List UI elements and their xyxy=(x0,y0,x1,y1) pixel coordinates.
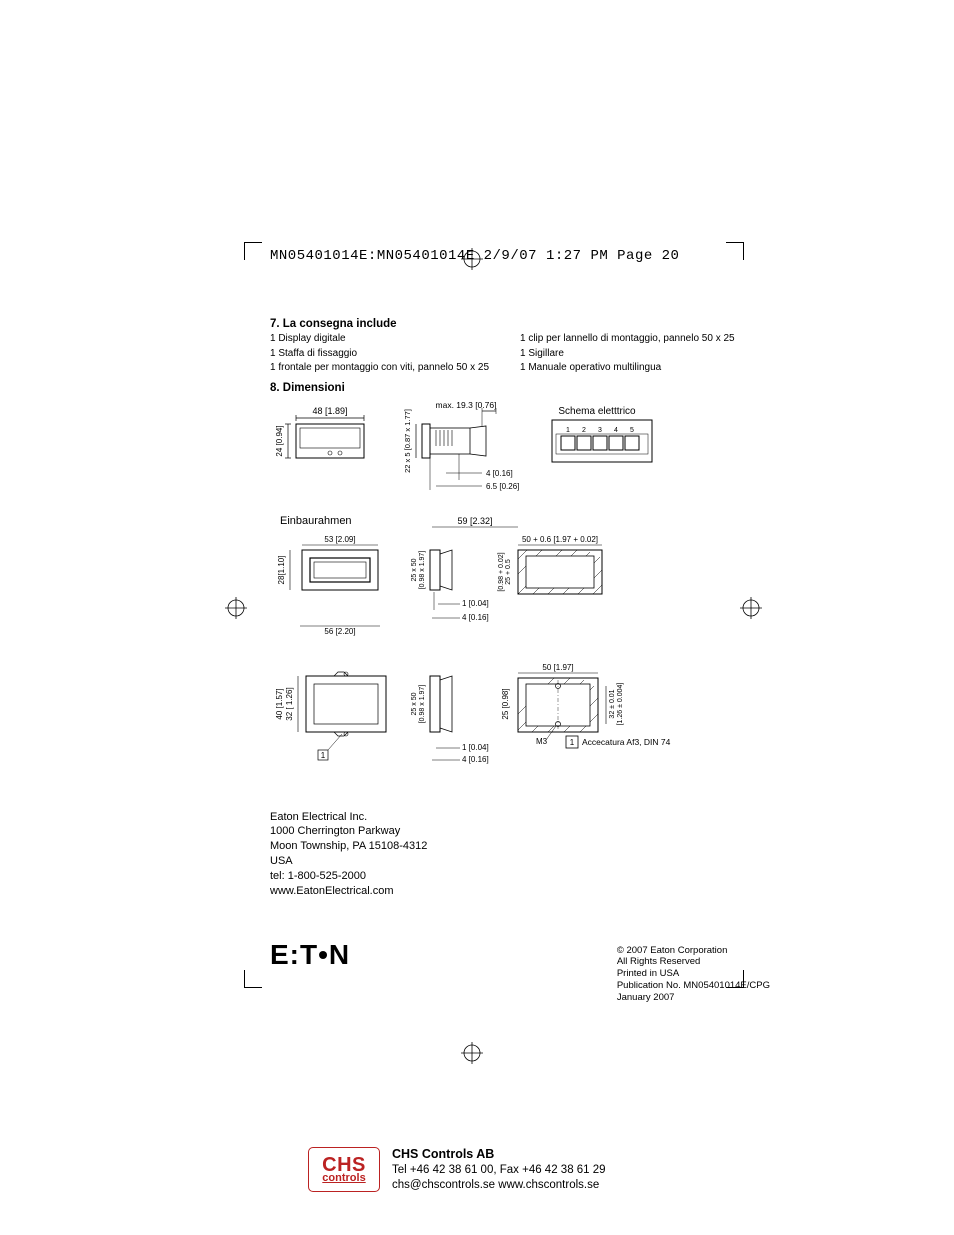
section-7-title: 7. La consegna include xyxy=(270,318,770,330)
svg-text:1 [0.04]: 1 [0.04] xyxy=(462,599,489,608)
svg-text:24 [0.94]: 24 [0.94] xyxy=(275,425,284,456)
svg-text:4 [0.16]: 4 [0.16] xyxy=(462,613,489,622)
svg-text:59 [2.32]: 59 [2.32] xyxy=(457,516,492,526)
svg-text:56 [2.20]: 56 [2.20] xyxy=(324,627,355,636)
svg-text:Einbaurahmen: Einbaurahmen xyxy=(280,515,352,527)
svg-text:40 [1.57]: 40 [1.57] xyxy=(275,688,284,719)
delivery-item: 1 Sigillare xyxy=(520,347,770,362)
dimension-diagram: 48 [1.89] 24 [0.94] 22 x 5 [0.87 x 1.77] xyxy=(270,396,770,804)
crop-mark-tl xyxy=(244,242,262,260)
svg-text:2: 2 xyxy=(582,427,586,434)
section-8-title: 8. Dimensioni xyxy=(270,382,770,394)
svg-text:53 [2.09]: 53 [2.09] xyxy=(324,535,355,544)
copyright-line: Publication No. MN05401014E/CPG xyxy=(617,980,770,992)
registration-mark-bottom xyxy=(461,1042,483,1064)
svg-text:1: 1 xyxy=(321,751,326,760)
address-line: Moon Township, PA 15108-4312 xyxy=(270,839,770,854)
crop-mark-bl xyxy=(244,970,262,988)
svg-text:48 [1.89]: 48 [1.89] xyxy=(312,406,347,416)
svg-text:50 [1.97]: 50 [1.97] xyxy=(542,663,573,672)
svg-text:[0.98 + 0.02]: [0.98 + 0.02] xyxy=(498,552,505,591)
chs-logo-small: controls xyxy=(322,1173,365,1184)
svg-text:1 [0.04]: 1 [0.04] xyxy=(462,743,489,752)
svg-text:25 x 50: 25 x 50 xyxy=(411,692,418,715)
copyright-line: All Rights Reserved xyxy=(617,956,770,968)
copyright-block: © 2007 Eaton Corporation All Rights Rese… xyxy=(617,945,770,1004)
svg-text:max. 19.3 [0.76]: max. 19.3 [0.76] xyxy=(436,400,497,410)
svg-text:3: 3 xyxy=(598,427,602,434)
address-line: Eaton Electrical Inc. xyxy=(270,810,770,825)
address-line: 1000 Cherrington Parkway xyxy=(270,824,770,839)
distributor-footer: CHS controls CHS Controls AB Tel +46 42 … xyxy=(308,1146,606,1194)
svg-text:32 ± 0.01: 32 ± 0.01 xyxy=(609,689,616,718)
address-line: www.EatonElectrical.com xyxy=(270,884,770,899)
svg-text:25 + 0.5: 25 + 0.5 xyxy=(505,559,512,585)
delivery-item: 1 Staffa di fissaggio xyxy=(270,347,520,362)
eaton-logo: E:T•N xyxy=(270,939,350,971)
svg-text:[1.26 ± 0.004]: [1.26 ± 0.004] xyxy=(617,682,624,725)
svg-text:22 x 5 [0.87 x 1.77]: 22 x 5 [0.87 x 1.77] xyxy=(403,409,412,473)
distributor-tel: Tel +46 42 38 61 00, Fax +46 42 38 61 29 xyxy=(392,1163,606,1179)
svg-text:1: 1 xyxy=(570,738,575,747)
svg-text:25 [0.98]: 25 [0.98] xyxy=(501,688,510,719)
svg-text:1: 1 xyxy=(566,427,570,434)
delivery-item: 1 Manuale operativo multilingua xyxy=(520,361,770,376)
chs-logo: CHS controls xyxy=(308,1147,380,1192)
address-line: tel: 1-800-525-2000 xyxy=(270,869,770,884)
print-header-line: MN05401014E:MN05401014E 2/9/07 1:27 PM P… xyxy=(270,248,770,264)
delivery-item: 1 Display digitale xyxy=(270,332,520,347)
svg-text:32 [ 1.26]: 32 [ 1.26] xyxy=(285,687,294,720)
company-address: Eaton Electrical Inc. 1000 Cherrington P… xyxy=(270,810,770,899)
svg-text:Schema eletttrico: Schema eletttrico xyxy=(558,406,636,417)
distributor-web: chs@chscontrols.se www.chscontrols.se xyxy=(392,1178,606,1194)
copyright-line: Printed in USA xyxy=(617,968,770,980)
svg-text:4 [0.16]: 4 [0.16] xyxy=(486,469,513,478)
delivery-item: 1 frontale per montaggio con viti, panne… xyxy=(270,361,520,376)
svg-text:6.5 [0.26]: 6.5 [0.26] xyxy=(486,482,519,491)
svg-text:4: 4 xyxy=(614,427,618,434)
svg-text:[0.98 x 1.97]: [0.98 x 1.97] xyxy=(419,550,426,589)
copyright-line: © 2007 Eaton Corporation xyxy=(617,945,770,957)
svg-text:25 x 50: 25 x 50 xyxy=(411,558,418,581)
delivery-item: 1 clip per lannello di montaggio, pannel… xyxy=(520,332,770,347)
svg-text:28[1.10]: 28[1.10] xyxy=(277,555,286,584)
registration-mark-left xyxy=(225,597,247,619)
svg-text:5: 5 xyxy=(630,427,634,434)
svg-text:Accecatura Af3, DIN 74: Accecatura Af3, DIN 74 xyxy=(582,737,671,747)
svg-text:4 [0.16]: 4 [0.16] xyxy=(462,755,489,764)
svg-text:50 + 0.6 [1.97 + 0.02]: 50 + 0.6 [1.97 + 0.02] xyxy=(522,535,598,544)
svg-text:[0.98 x 1.97]: [0.98 x 1.97] xyxy=(419,684,426,723)
svg-text:M3: M3 xyxy=(536,737,548,746)
address-line: USA xyxy=(270,854,770,869)
distributor-name: CHS Controls AB xyxy=(392,1146,606,1163)
copyright-line: January 2007 xyxy=(617,992,770,1004)
delivery-contents: 1 Display digitale 1 Staffa di fissaggio… xyxy=(270,332,770,376)
